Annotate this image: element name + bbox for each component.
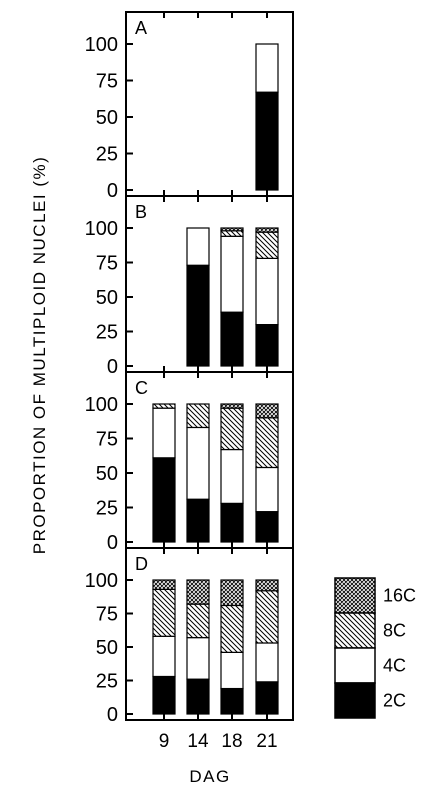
legend-swatch-4c bbox=[334, 647, 376, 684]
bar-segment-8c bbox=[186, 603, 210, 639]
y-tick-label: 75 bbox=[96, 429, 118, 451]
y-tick-label: 100 bbox=[85, 394, 118, 416]
bar-segment-8c bbox=[255, 231, 279, 259]
bar-segment-4c bbox=[220, 235, 244, 313]
y-tick-label: 50 bbox=[96, 637, 118, 659]
y-axis-label: PROPORTION OF MULTIPLOID NUCLEI (%) bbox=[30, 156, 49, 555]
bar-segment-2c bbox=[220, 311, 244, 367]
bar-segment-4c bbox=[220, 651, 244, 690]
bar-segment-4c bbox=[152, 635, 176, 678]
legend-swatch-2c bbox=[334, 682, 376, 719]
bar-segment-2c bbox=[186, 678, 210, 715]
bar-segment-16c bbox=[255, 579, 279, 592]
panel-d: D 0 25 50 75 100 bbox=[85, 547, 294, 726]
bar-segment-16c bbox=[220, 403, 244, 409]
bar-segment-8c bbox=[255, 590, 279, 644]
bar-segment-8c bbox=[220, 230, 244, 237]
y-tick-label: 75 bbox=[96, 71, 118, 93]
bar-segment-16c bbox=[255, 227, 279, 233]
y-tick-label: 25 bbox=[96, 671, 118, 693]
panel-a: A 0 25 50 75 100 bbox=[85, 11, 294, 202]
bar-segment-4c bbox=[255, 466, 279, 513]
y-tick-label: 50 bbox=[96, 463, 118, 485]
panel-label: C bbox=[135, 378, 148, 398]
bar-segment-4c bbox=[255, 43, 279, 93]
bar-segment-4c bbox=[186, 426, 210, 500]
bar-segment-16c bbox=[186, 579, 210, 605]
x-tick-label: 14 bbox=[187, 731, 209, 752]
x-tick-label: 18 bbox=[221, 731, 242, 752]
panel-c: C 0 25 50 75 100 bbox=[85, 371, 294, 554]
y-tick-label: 75 bbox=[96, 604, 118, 626]
legend-swatch-8c bbox=[334, 612, 376, 649]
bar-segment-2c bbox=[255, 324, 279, 367]
legend-label: 8C bbox=[383, 621, 406, 641]
legend-label: 4C bbox=[383, 656, 406, 676]
bar-segment-16c bbox=[220, 579, 244, 607]
bar-segment-8c bbox=[186, 403, 210, 429]
bar-segment-8c bbox=[255, 417, 279, 469]
bar-segment-2c bbox=[255, 91, 279, 191]
y-tick-label: 100 bbox=[85, 218, 118, 240]
y-tick-label: 25 bbox=[96, 322, 118, 344]
y-tick-label: 50 bbox=[96, 287, 118, 309]
bar-segment-2c bbox=[255, 511, 279, 543]
panel-label: B bbox=[135, 202, 147, 222]
bar-segment-4c bbox=[255, 257, 279, 326]
legend-swatch-16c bbox=[334, 577, 376, 614]
x-axis-label: DAG bbox=[189, 767, 230, 786]
panel-label: A bbox=[135, 18, 147, 38]
bar-segment-16c bbox=[220, 227, 244, 232]
bar-segment-2c bbox=[186, 264, 210, 367]
y-tick-label: 0 bbox=[107, 180, 118, 202]
bar-segment-16c bbox=[255, 403, 279, 419]
y-tick-label: 25 bbox=[96, 144, 118, 166]
y-tick-label: 0 bbox=[107, 704, 118, 726]
bar-segment-2c bbox=[152, 675, 176, 715]
bar-segment-2c bbox=[152, 457, 176, 543]
x-tick-label: 9 bbox=[159, 731, 170, 752]
legend-label: 2C bbox=[383, 691, 406, 711]
bar-segment-8c bbox=[220, 604, 244, 653]
bar-segment-2c bbox=[220, 502, 244, 543]
bar-segment-2c bbox=[220, 687, 244, 715]
bar-segment-8c bbox=[152, 588, 176, 637]
bar-segment-4c bbox=[152, 407, 176, 459]
bar-segment-4c bbox=[255, 642, 279, 683]
bar-segment-4c bbox=[186, 637, 210, 680]
x-tick-label: 21 bbox=[256, 731, 277, 752]
y-tick-label: 100 bbox=[85, 34, 118, 56]
y-tick-label: 0 bbox=[107, 532, 118, 554]
bar-segment-8c bbox=[152, 403, 176, 409]
bar-segment-16c bbox=[152, 579, 176, 590]
bar-segment-4c bbox=[220, 448, 244, 504]
bar-segment-8c bbox=[220, 407, 244, 451]
legend-label: 16C bbox=[383, 586, 416, 606]
bar-segment-4c bbox=[186, 227, 210, 266]
y-tick-label: 100 bbox=[85, 570, 118, 592]
y-tick-label: 0 bbox=[107, 356, 118, 378]
y-tick-label: 75 bbox=[96, 253, 118, 275]
panel-label: D bbox=[135, 554, 148, 574]
bar-segment-2c bbox=[186, 498, 210, 543]
panel-b: B 0 25 50 75 100 bbox=[85, 195, 294, 378]
y-tick-label: 50 bbox=[96, 107, 118, 129]
bar-segment-2c bbox=[255, 681, 279, 715]
y-tick-label: 25 bbox=[96, 498, 118, 520]
panel-frame bbox=[125, 547, 294, 721]
